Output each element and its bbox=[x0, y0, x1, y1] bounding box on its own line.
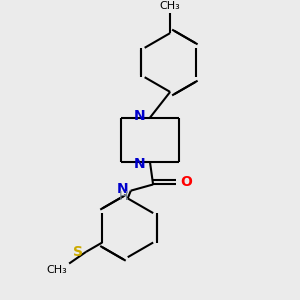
Text: N: N bbox=[117, 182, 128, 196]
Text: N: N bbox=[134, 157, 146, 171]
Text: CH₃: CH₃ bbox=[46, 265, 67, 275]
Text: O: O bbox=[180, 175, 192, 189]
Text: S: S bbox=[73, 245, 83, 259]
Text: N: N bbox=[134, 109, 146, 123]
Text: H: H bbox=[119, 190, 128, 203]
Text: CH₃: CH₃ bbox=[160, 1, 181, 10]
